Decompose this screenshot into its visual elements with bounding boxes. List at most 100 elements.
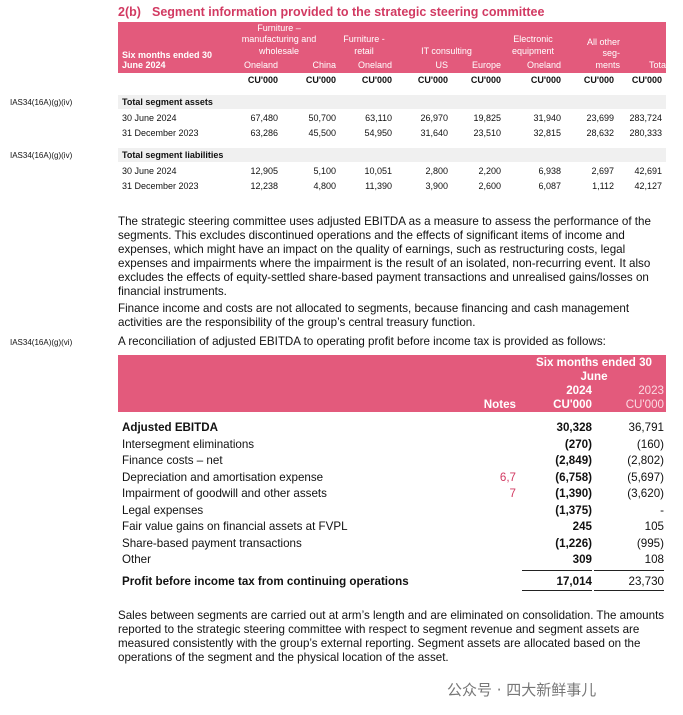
cell-value: (270) [564,437,592,451]
period-label: Six months ended 30 [122,50,213,60]
reference: IAS34(16A)(g)(iv) [10,97,73,107]
section-shade [118,148,666,162]
note-ref: 7 [509,487,516,500]
sub-header: Europe [471,59,501,70]
cell-value: 32,815 [533,127,561,138]
cell-value: (160) [636,437,664,451]
paragraph: The strategic steering committee uses ad… [118,215,651,298]
total-label: Profit before income tax from continuing… [122,575,409,588]
unit-header: CU'000 [625,398,664,411]
cell-value: 2,697 [591,165,614,176]
row-label: Finance costs – net [122,454,223,467]
cell-value: 105 [644,520,664,533]
period-header: Six months ended 30 June [536,356,652,383]
cell-value: (1,390) [555,487,592,500]
unit-label: CU'000 [470,74,501,85]
cell-value: 10,051 [364,165,392,176]
group-header: equipment [511,45,555,56]
reference: IAS34(16A)(g)(vi) [10,338,73,347]
cell-value: 280,333 [629,127,662,138]
notes-header: Notes [483,398,516,411]
cell-value: 108 [644,553,664,566]
cell-value: 1,112 [592,180,614,191]
cell-value: 50,700 [308,112,336,123]
cell-value: 245 [572,520,592,533]
paragraph: Finance income and costs are not allocat… [118,302,630,329]
cell-value: 309 [572,553,592,566]
sub-header: China [312,59,336,70]
cell-value: (1,226) [555,536,592,550]
unit-label: CU'000 [305,74,336,85]
rule [522,570,592,571]
group-header: manufacturing and [241,34,317,44]
section-number: 2(b) [118,5,141,19]
cell-value: 3,900 [425,180,448,191]
total-value: 23,730 [628,575,664,588]
row-label: 31 December 2023 [122,180,199,191]
group-header: Furniture – [257,22,301,33]
sub-header: US [435,59,448,70]
row-label: Legal expenses [122,503,204,517]
cell-value: - [660,503,664,517]
cell-value: 5,100 [313,165,336,176]
unit-header: CU'000 [553,398,592,411]
row-label: Fair value gains on financial assets at … [122,520,348,533]
section-title: Segment information provided to the stra… [152,5,545,19]
cell-value: (6,758) [555,470,592,484]
group-header: Electronic [513,34,553,44]
year-header: 2024 [566,384,592,397]
group-header: IT consulting [421,45,472,56]
cell-value: 19,825 [473,112,501,123]
note-ref: 6,7 [499,470,516,484]
section-shade [118,95,666,109]
year-header: 2023 [638,384,664,397]
group-header: ments [595,59,620,70]
row-label: Intersegment eliminations [122,437,255,451]
cell-value: 63,110 [365,112,392,123]
cell-value: 30,328 [556,421,592,434]
cell-value: 28,632 [586,127,614,138]
sub-header: Oneland [243,59,278,70]
row-label: Adjusted EBITDA [122,421,218,434]
unit-label: CU'000 [530,74,561,85]
group-header: Total [648,59,668,70]
group-header: Furniture - [343,34,385,44]
cell-value: 45,500 [308,127,336,138]
cell-value: (3,620) [627,487,664,500]
paragraph: A reconciliation of adjusted EBITDA to o… [118,335,606,348]
rule [594,590,664,591]
cell-value: 26,970 [420,112,448,123]
cell-value: 2,600 [478,180,501,191]
cell-value: 4,800 [313,180,336,191]
row-label: Share-based payment transactions [122,536,302,550]
section-title: Total segment liabilities [122,149,224,160]
unit-label: CU'000 [247,74,278,85]
rule [594,570,664,571]
cell-value: (2,802) [627,454,664,467]
group-header: retail [354,45,374,56]
unit-label: CU'000 [417,74,448,85]
row-label: Other [122,553,151,566]
cell-value: 2,200 [478,165,501,176]
unit-label: CU'000 [583,74,614,85]
cell-value: 23,699 [586,112,614,123]
cell-value: 6,087 [538,180,561,191]
cell-value: 6,938 [538,165,561,176]
header-band [118,355,666,412]
row-label: 31 December 2023 [122,127,199,138]
group-header: seg- [602,48,620,58]
sub-header: Oneland [357,59,392,70]
unit-label: CU'000 [361,74,392,85]
cell-value: 31,640 [420,127,448,138]
cell-value: 283,724 [629,112,662,123]
group-header: wholesale [258,45,300,56]
cell-value: 2,800 [425,165,448,176]
group-header: All other [586,36,620,47]
unit-label: CU'000 [631,74,662,85]
watermark: 公众号 · 四大新鲜事儿 [447,681,597,699]
cell-value: (1,375) [555,503,592,517]
section-title: Total segment assets [122,96,213,107]
cell-value: (995) [636,536,664,550]
row-label: 30 June 2024 [122,165,177,176]
